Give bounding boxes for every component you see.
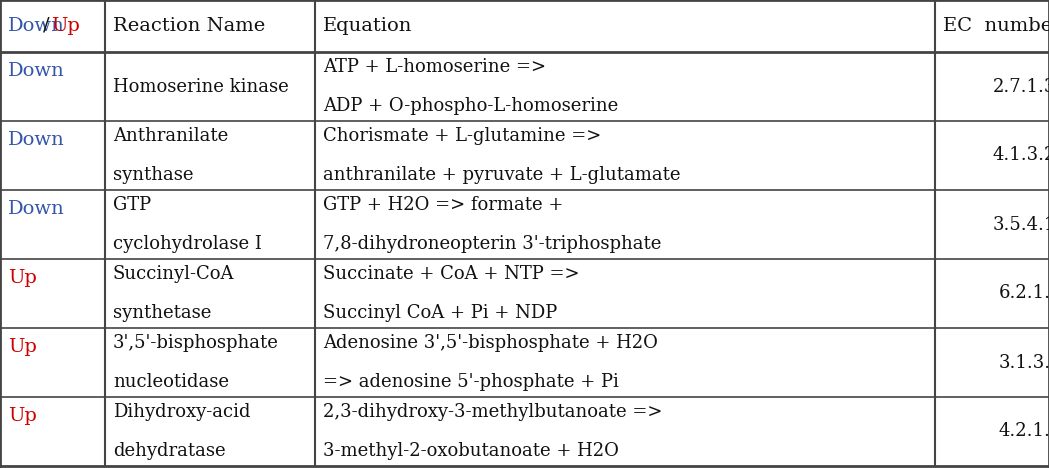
- Text: Chorismate + L-glutamine =>: Chorismate + L-glutamine =>: [323, 127, 601, 145]
- Text: Up: Up: [8, 338, 37, 356]
- Text: 7,8-dihydroneopterin 3'-triphosphate: 7,8-dihydroneopterin 3'-triphosphate: [323, 235, 661, 253]
- Text: Down: Down: [8, 62, 65, 80]
- Text: Up: Up: [51, 17, 80, 35]
- Text: Succinyl CoA + Pi + NDP: Succinyl CoA + Pi + NDP: [323, 304, 557, 322]
- Text: 3.5.4.16: 3.5.4.16: [992, 215, 1049, 234]
- Text: GTP + H2O => formate +: GTP + H2O => formate +: [323, 196, 563, 214]
- Text: 6.2.1.4: 6.2.1.4: [999, 285, 1049, 302]
- Text: Reaction Name: Reaction Name: [113, 17, 265, 35]
- Text: synthase: synthase: [113, 166, 193, 184]
- Text: Down: Down: [8, 200, 65, 218]
- Text: Up: Up: [8, 269, 37, 287]
- Text: /: /: [43, 17, 49, 35]
- Text: Up: Up: [8, 407, 37, 425]
- Text: Down: Down: [8, 132, 65, 149]
- Text: cyclohydrolase I: cyclohydrolase I: [113, 235, 262, 253]
- Text: ADP + O-phospho-L-homoserine: ADP + O-phospho-L-homoserine: [323, 97, 618, 115]
- Text: => adenosine 5'-phosphate + Pi: => adenosine 5'-phosphate + Pi: [323, 373, 619, 391]
- Text: synthetase: synthetase: [113, 304, 212, 322]
- Text: 2.7.1.39: 2.7.1.39: [992, 78, 1049, 95]
- Text: Anthranilate: Anthranilate: [113, 127, 229, 145]
- Text: EC  number: EC number: [943, 17, 1049, 35]
- Text: Dihydroxy-acid: Dihydroxy-acid: [113, 403, 251, 421]
- Text: nucleotidase: nucleotidase: [113, 373, 229, 391]
- Text: Equation: Equation: [323, 17, 412, 35]
- Text: 2,3-dihydroxy-3-methylbutanoate =>: 2,3-dihydroxy-3-methylbutanoate =>: [323, 403, 662, 421]
- Text: 3',5'-bisphosphate: 3',5'-bisphosphate: [113, 334, 279, 352]
- Text: anthranilate + pyruvate + L-glutamate: anthranilate + pyruvate + L-glutamate: [323, 166, 681, 184]
- Text: 4.2.1.9: 4.2.1.9: [999, 423, 1049, 440]
- Text: Homoserine kinase: Homoserine kinase: [113, 78, 288, 95]
- Text: 3.1.3.7: 3.1.3.7: [999, 353, 1049, 372]
- Text: GTP: GTP: [113, 196, 151, 214]
- Text: 4.1.3.27: 4.1.3.27: [992, 146, 1049, 164]
- Text: ATP + L-homoserine =>: ATP + L-homoserine =>: [323, 58, 545, 76]
- Text: Adenosine 3',5'-bisphosphate + H2O: Adenosine 3',5'-bisphosphate + H2O: [323, 334, 658, 352]
- Text: Down: Down: [8, 17, 65, 35]
- Text: dehydratase: dehydratase: [113, 442, 226, 460]
- Text: Succinyl-CoA: Succinyl-CoA: [113, 265, 235, 283]
- Text: Succinate + CoA + NTP =>: Succinate + CoA + NTP =>: [323, 265, 579, 283]
- Text: 3-methyl-2-oxobutanoate + H2O: 3-methyl-2-oxobutanoate + H2O: [323, 442, 619, 460]
